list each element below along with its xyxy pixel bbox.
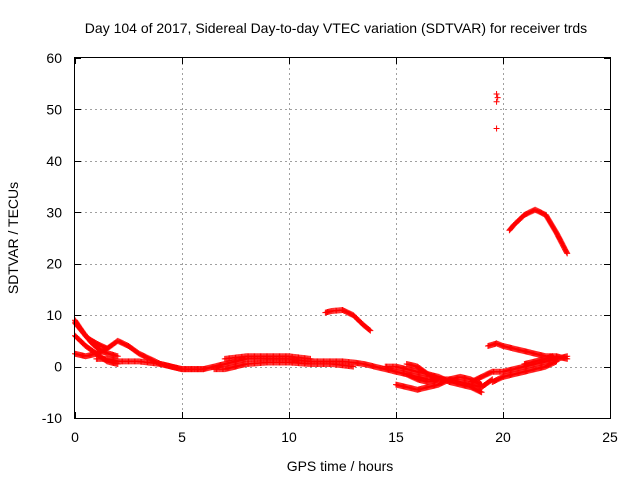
outlier-point [493,98,500,105]
x-axis-label: GPS time / hours [287,458,394,474]
data-point [404,371,411,378]
data-point [564,250,571,257]
series-baseline-upper [221,353,314,362]
data-point [478,381,485,388]
y-tick-label: 40 [46,153,62,169]
x-tick-label: 5 [178,429,186,445]
data-point [403,371,410,378]
data-point [564,355,571,362]
series-early-decay-b [72,317,121,360]
y-tick-label: 10 [46,307,62,323]
axis-ticks [75,58,611,419]
outlier-point [493,91,500,97]
data-point [367,327,374,334]
series-outliers [493,91,501,132]
series-baseline-lower [211,359,357,373]
series-dip-b [382,363,485,396]
x-tick-label: 25 [602,429,618,445]
y-tick-label: 20 [46,256,62,272]
series-arc-midday [322,307,374,334]
data-point [563,249,570,256]
y-tick-label: 50 [46,101,62,117]
outlier-point [493,125,500,132]
x-tick-label: 10 [281,429,297,445]
data-point [366,326,373,333]
x-tick-label: 15 [388,429,404,445]
chart-title: Day 104 of 2017, Sidereal Day-to-day VTE… [85,20,587,36]
data-point [350,363,357,370]
data-point [478,389,485,396]
y-axis-label: SDTVAR / TECUs [5,182,21,294]
y-tick-label: 30 [46,204,62,220]
series-late-cluster-c [489,353,560,385]
plot-frame [74,57,611,419]
data-point [307,355,314,362]
outlier-point [494,94,501,101]
data-point [477,381,484,388]
y-tick-label: 0 [54,359,62,375]
y-tick-label: -10 [42,410,62,426]
y-axis-tick-labels: -10 0 10 20 30 40 50 60 [42,50,62,426]
series-dip-a [393,373,485,393]
data-point [114,353,121,360]
data-point [477,388,484,395]
x-axis-tick-labels: 0 5 10 15 20 25 [71,429,618,445]
series-arc-evening [506,206,571,257]
data-point [521,361,528,367]
x-tick-label: 20 [495,429,511,445]
x-tick-label: 0 [71,429,79,445]
series-dip-c [403,361,442,385]
y-tick-label: 60 [46,50,62,66]
